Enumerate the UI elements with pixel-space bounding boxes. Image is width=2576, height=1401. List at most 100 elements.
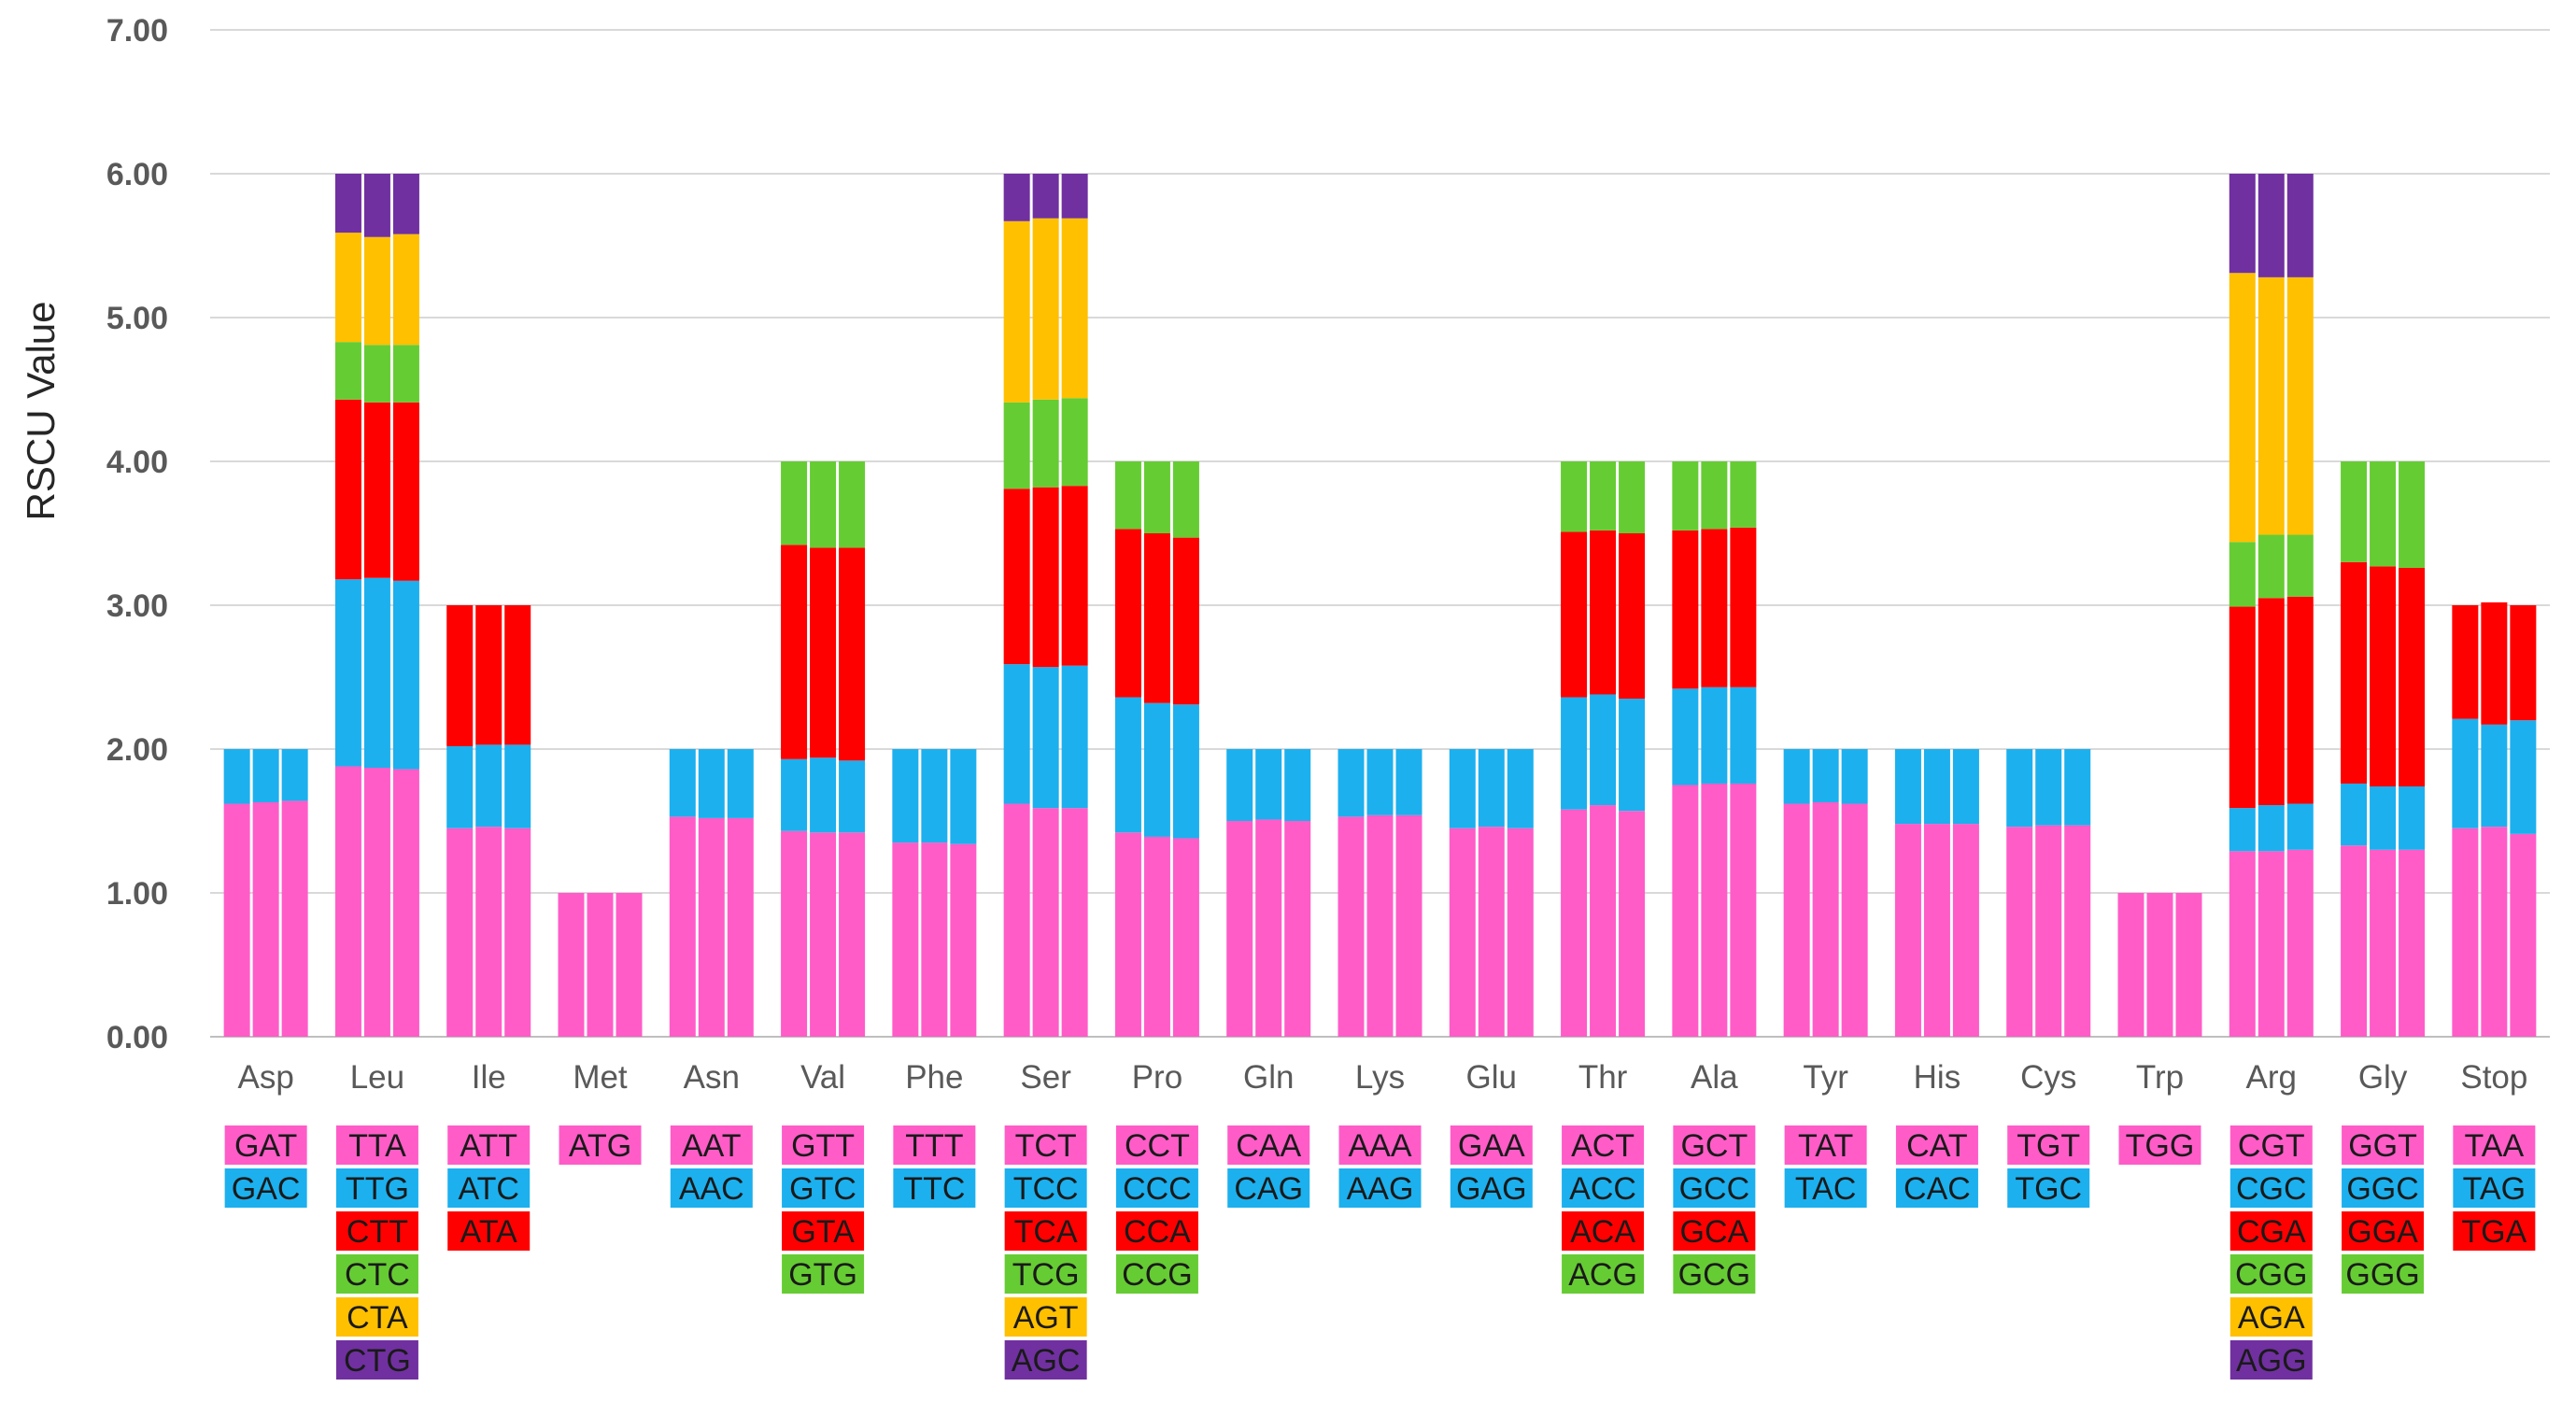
bar-segment-gly-gga — [2399, 567, 2426, 787]
codon-label: GCA — [1680, 1214, 1749, 1250]
x-category-label: Cys — [2020, 1059, 2076, 1096]
codon-label: ACA — [1570, 1214, 1635, 1250]
codon-swatch — [2229, 1254, 2313, 1294]
bar-segment-leu-ctt — [363, 402, 390, 578]
bar-segment-gly-ggc — [2370, 786, 2397, 850]
bar-segment-gly-ggg — [2370, 461, 2397, 567]
bar-segment-thr-acg — [1590, 461, 1617, 531]
bar-segment-met-atg — [587, 893, 614, 1037]
bar-segment-arg-cga — [2258, 598, 2285, 806]
codon-swatch — [335, 1254, 418, 1294]
bar-segment-pro-cct — [1143, 836, 1170, 1037]
x-category-label: Lys — [1355, 1059, 1405, 1096]
bar-segment-arg-aga — [2286, 276, 2314, 535]
codon-swatch — [447, 1211, 531, 1251]
bar-segment-thr-act — [1561, 809, 1588, 1037]
codon-label: GAA — [1458, 1128, 1525, 1164]
codon-swatch — [447, 1168, 531, 1208]
codon-swatch — [1115, 1168, 1198, 1208]
codon-swatch — [2453, 1125, 2536, 1165]
bar-segment-thr-acc — [1619, 699, 1646, 812]
codon-label: TGT — [2017, 1128, 2080, 1164]
bar-segment-thr-act — [1619, 811, 1646, 1037]
x-category-label: Met — [573, 1059, 628, 1096]
bar-segment-lys-aag — [1366, 749, 1394, 815]
bar-segment-thr-acg — [1561, 461, 1588, 532]
bar-segment-pro-cca — [1114, 529, 1141, 698]
codon-label: CTA — [347, 1300, 408, 1336]
y-tick-label: 7.00 — [106, 13, 168, 49]
bar-segment-ile-att — [475, 827, 502, 1037]
bar-segment-cys-tgt — [2006, 827, 2033, 1037]
codon-swatch — [1004, 1340, 1087, 1380]
bar-segment-met-atg — [558, 893, 585, 1037]
y-tick-label: 1.00 — [106, 876, 168, 912]
bar-segment-glu-gag — [1449, 749, 1476, 828]
codon-label: GAC — [232, 1171, 301, 1207]
bar-segment-arg-cgc — [2229, 808, 2256, 852]
codon-swatch — [2229, 1297, 2313, 1337]
bar-segment-his-cac — [1894, 749, 1921, 825]
codon-swatch — [335, 1297, 418, 1337]
bar-segment-leu-cta — [363, 236, 390, 346]
codon-label: GCG — [1678, 1257, 1750, 1293]
codon-swatch — [1227, 1168, 1310, 1208]
x-category-label: Ala — [1691, 1059, 1738, 1096]
codon-label: AAG — [1347, 1171, 1414, 1207]
codon-label: TAT — [1798, 1128, 1853, 1164]
codon-swatch — [224, 1125, 307, 1165]
bar-segment-leu-ttg — [363, 577, 390, 769]
codon-swatch — [782, 1125, 865, 1165]
bar-segment-phe-ttt — [921, 842, 948, 1037]
codon-swatch — [2342, 1125, 2425, 1165]
y-axis-label: RSCU Value — [19, 302, 63, 521]
codon-label: TCA — [1014, 1214, 1078, 1250]
bar-segment-gly-gga — [2341, 561, 2368, 784]
bar-segment-pro-ccg — [1114, 461, 1141, 530]
bar-segment-gly-ggg — [2399, 461, 2426, 568]
codon-label: CAC — [1904, 1171, 1971, 1207]
codon-swatch — [1673, 1125, 1756, 1165]
bar-segment-leu-ctt — [334, 399, 361, 580]
bar-segment-ala-gcg — [1701, 461, 1728, 530]
codon-swatch — [1450, 1125, 1533, 1165]
bar-segment-ile-ata — [504, 605, 531, 745]
codon-label: AAC — [679, 1171, 744, 1207]
bar-segment-stop-tga — [2452, 605, 2479, 719]
bar-segment-pro-cct — [1172, 838, 1199, 1037]
bar-segment-lys-aaa — [1395, 814, 1422, 1037]
bar-segment-ile-ata — [475, 605, 502, 745]
codon-label: ACG — [1568, 1257, 1637, 1293]
codon-label: GTT — [791, 1128, 855, 1164]
bar-segment-asn-aac — [669, 749, 696, 817]
bars — [223, 174, 2537, 1037]
codon-swatch — [224, 1168, 307, 1208]
codon-swatch — [335, 1340, 418, 1380]
codon-label: ATA — [460, 1214, 517, 1250]
codon-swatch — [559, 1125, 642, 1165]
bar-segment-ile-att — [446, 828, 474, 1037]
y-tick-label: 0.00 — [106, 1020, 168, 1055]
bar-segment-lys-aaa — [1338, 816, 1365, 1037]
x-category-label: Gln — [1243, 1059, 1294, 1096]
codon-label: GGC — [2346, 1171, 2418, 1207]
x-category-label: Tyr — [1803, 1059, 1848, 1096]
codon-swatch — [1115, 1254, 1198, 1294]
codon-swatch — [1562, 1211, 1645, 1251]
codon-swatch — [335, 1211, 418, 1251]
bar-segment-ala-gca — [1701, 529, 1728, 687]
bar-segment-val-gtg — [839, 461, 866, 548]
bar-segment-ala-gcc — [1701, 686, 1728, 784]
codon-swatch — [1004, 1297, 1087, 1337]
bar-segment-arg-cgg — [2229, 542, 2256, 607]
bar-segment-leu-tta — [392, 769, 419, 1037]
bar-segment-asn-aat — [727, 817, 754, 1037]
bar-segment-ser-tcc — [1032, 667, 1059, 809]
codon-swatch — [782, 1168, 865, 1208]
bar-segment-leu-ctg — [334, 174, 361, 234]
bar-segment-ser-tca — [1032, 487, 1059, 668]
codon-swatch — [670, 1168, 753, 1208]
bar-segment-met-atg — [616, 893, 643, 1037]
codon-swatch — [1673, 1254, 1756, 1294]
x-category-labels: Asp Leu Ile Met Asn Val Phe Ser Pro Gln Lys Glu Thr A… — [237, 1059, 2527, 1096]
